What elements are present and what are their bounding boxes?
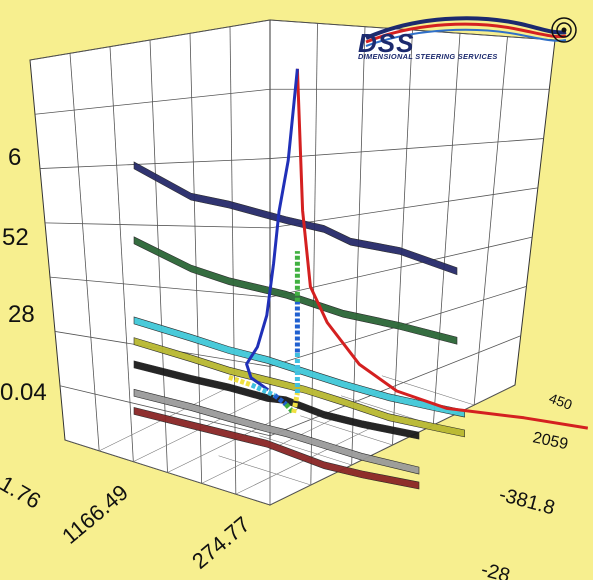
log-trace-segment bbox=[228, 374, 253, 388]
x-tick-label: 1166.49 bbox=[57, 480, 133, 549]
logo-name: DSS bbox=[358, 28, 415, 58]
z-tick-label: 0.04 bbox=[0, 379, 47, 406]
y-tick-label: -381.8 bbox=[497, 484, 557, 520]
z-tick-label: 52 bbox=[2, 224, 29, 251]
well-paths bbox=[228, 68, 589, 430]
grid-line bbox=[392, 29, 413, 446]
formation-ribbon bbox=[133, 360, 420, 440]
floor bbox=[65, 385, 515, 505]
logo: DSS DIMENSIONAL STEERING SERVICES bbox=[356, 8, 581, 66]
x-tick-label: 274.77 bbox=[187, 511, 255, 573]
log-trace-segment bbox=[250, 382, 276, 398]
floor-grid-line bbox=[381, 375, 475, 406]
well-path bbox=[245, 68, 299, 392]
y-tick-label: -28 bbox=[479, 559, 513, 580]
floor-grid-line bbox=[218, 455, 311, 486]
grid-line bbox=[109, 46, 134, 462]
grid-line bbox=[473, 36, 508, 406]
y-tick-label: 450 bbox=[547, 390, 575, 413]
floor-grid-line bbox=[201, 417, 337, 484]
grid-line bbox=[432, 33, 461, 426]
logo-tagline: DIMENSIONAL STEERING SERVICES bbox=[358, 52, 498, 61]
grid-line bbox=[69, 53, 100, 451]
well-path bbox=[295, 68, 589, 430]
formation-ribbon bbox=[133, 407, 420, 490]
log-trace-segment bbox=[291, 392, 300, 414]
log-trace-segment bbox=[273, 393, 288, 407]
formation-ribbon bbox=[133, 236, 458, 345]
x-tick-label: 1.76 bbox=[0, 471, 45, 514]
formation-ribbon bbox=[133, 337, 465, 438]
z-tick-label: 28 bbox=[8, 301, 35, 328]
formation-ribbon bbox=[133, 388, 420, 475]
logo-swoosh-icon bbox=[365, 16, 577, 47]
formation-ribbon bbox=[133, 161, 458, 276]
floor-grid-line bbox=[259, 435, 352, 466]
y-tick-label: 2059 bbox=[531, 429, 569, 453]
z-tick-label: 6 bbox=[8, 144, 21, 171]
floor-grid-line bbox=[300, 415, 393, 446]
